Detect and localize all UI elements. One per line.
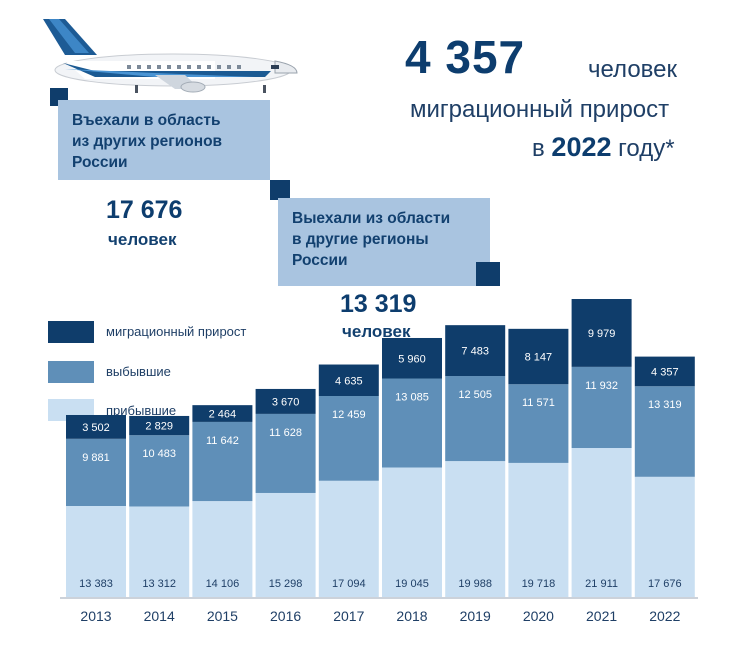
- bar-segment-2020-departed: [508, 384, 569, 463]
- legend-label-arrived: прибывшие: [106, 403, 177, 418]
- bar-segment-2021-arrived: [571, 448, 632, 597]
- bar-segment-2022-arrived: [634, 476, 695, 597]
- arrived-unit: человек: [108, 230, 177, 249]
- bar-label-2018-departed: 13 085: [395, 392, 429, 404]
- bar-label-2014-net: 2 829: [145, 421, 173, 433]
- x-tick-label-2017: 2017: [333, 608, 364, 624]
- legend-swatch-departed: [48, 361, 94, 383]
- bar-segment-2019-net: [445, 325, 506, 377]
- bar-label-2019-departed: 12 505: [458, 389, 492, 401]
- bar-segment-2014-arrived: [129, 506, 190, 597]
- headline-year-line: в 2022 году*: [532, 132, 675, 163]
- bar-label-2021-net: 9 979: [588, 328, 616, 340]
- bar-label-2020-arrived: 19 718: [522, 578, 556, 590]
- departed-value: 13 319: [340, 290, 417, 318]
- departed-box-marker-top: [270, 180, 290, 200]
- bar-segment-2019-arrived: [445, 461, 506, 597]
- bar-segment-2013-arrived: [66, 505, 126, 597]
- departed-box-marker-bottom: [476, 262, 500, 286]
- x-tick-label-2018: 2018: [396, 608, 427, 624]
- net-migration-value: 4 357: [405, 31, 526, 83]
- bar-label-2014-departed: 10 483: [142, 448, 176, 460]
- bar-segment-2014-net: [129, 415, 190, 436]
- bar-segment-2022-net: [634, 356, 695, 387]
- departed-box: Выехали из области в другие регионы Росс…: [278, 198, 490, 286]
- bar-segment-2020-arrived: [508, 462, 569, 597]
- x-tick-label-2014: 2014: [144, 608, 175, 624]
- bar-segment-2019-departed: [445, 376, 506, 462]
- departed-box-line1: Выехали из области: [292, 210, 451, 227]
- bar-segment-2022-departed: [634, 386, 695, 477]
- bar-segment-2017-net: [318, 364, 379, 397]
- net-migration-unit: человек: [588, 56, 678, 83]
- bar-label-2021-arrived: 21 911: [585, 578, 618, 590]
- bar-segment-2018-departed: [382, 378, 442, 468]
- bar-label-2018-net: 5 960: [398, 353, 426, 365]
- x-tick-label-2021: 2021: [586, 608, 617, 624]
- bar-segment-2013-net: [66, 414, 126, 439]
- bar-segment-2016-arrived: [255, 492, 316, 597]
- bar-label-2019-net: 7 483: [461, 346, 489, 358]
- bar-segment-2021-departed: [571, 366, 632, 449]
- headline-year: 2022: [551, 132, 612, 162]
- bar-label-2018-arrived: 19 045: [395, 578, 429, 590]
- bar-label-2017-departed: 12 459: [332, 409, 366, 421]
- headline-caption: миграционный прирост: [410, 96, 670, 123]
- arrived-box-line2: из других регионов: [72, 133, 223, 150]
- headline-year-prefix: в: [532, 135, 545, 162]
- bar-label-2020-departed: 11 571: [522, 397, 555, 409]
- x-tick-label-2015: 2015: [207, 608, 238, 624]
- bar-label-2015-net: 2 464: [209, 409, 237, 421]
- bar-segment-2013-departed: [66, 438, 126, 506]
- bar-segment-2021-net: [571, 299, 632, 367]
- arrived-box-line1: Въехали в область: [72, 112, 221, 129]
- bar-label-2022-departed: 13 319: [648, 399, 682, 411]
- x-tick-label-2020: 2020: [523, 608, 554, 624]
- bar-segment-2015-net: [192, 405, 253, 422]
- bar-segment-2018-net: [382, 337, 442, 379]
- legend-label-net: миграционный прирост: [106, 324, 247, 339]
- departed-box-line3: России: [292, 252, 348, 269]
- bar-label-2017-net: 4 635: [335, 375, 363, 387]
- bar-label-2016-net: 3 670: [272, 396, 300, 408]
- arrived-box: Въехали в область из других регионов Рос…: [58, 100, 270, 180]
- bar-label-2021-departed: 11 932: [585, 380, 618, 392]
- bar-label-2015-arrived: 14 106: [206, 578, 240, 590]
- bar-label-2022-net: 4 357: [651, 366, 679, 378]
- bar-segment-2017-arrived: [318, 480, 379, 597]
- bar-label-2015-departed: 11 642: [206, 435, 239, 447]
- bar-segment-2016-net: [255, 388, 316, 414]
- bar-segment-2020-net: [508, 328, 569, 385]
- x-tick-label-2013: 2013: [80, 608, 111, 624]
- bar-label-2013-arrived: 13 383: [79, 578, 113, 590]
- bar-label-2016-arrived: 15 298: [269, 578, 303, 590]
- bar-label-2013-net: 3 502: [82, 422, 110, 434]
- legend-label-departed: выбывшие: [106, 364, 171, 379]
- headline-year-suffix: году*: [618, 135, 675, 162]
- bar-segment-2016-departed: [255, 413, 316, 493]
- arrived-box-line3: России: [72, 154, 128, 171]
- bar-label-2020-net: 8 147: [525, 352, 553, 364]
- bar-label-2019-arrived: 19 988: [458, 578, 492, 590]
- bar-label-2016-departed: 11 628: [269, 427, 302, 439]
- x-tick-label-2016: 2016: [270, 608, 301, 624]
- bar-segment-2015-departed: [192, 421, 253, 502]
- legend-swatch-net: [48, 321, 94, 343]
- bar-segment-2018-arrived: [382, 467, 442, 597]
- bar-segment-2014-departed: [129, 435, 190, 507]
- x-tick-label-2022: 2022: [649, 608, 680, 624]
- arrived-value: 17 676: [106, 196, 183, 224]
- airplane-illustration: [43, 19, 298, 93]
- departed-box-line2: в другие регионы: [292, 231, 429, 248]
- bar-label-2017-arrived: 17 094: [332, 578, 366, 590]
- bar-segment-2017-departed: [318, 396, 379, 481]
- departed-unit: человек: [342, 322, 411, 341]
- bar-label-2013-departed: 9 881: [82, 452, 110, 464]
- bar-label-2022-arrived: 17 676: [648, 578, 682, 590]
- bar-label-2014-arrived: 13 312: [142, 578, 176, 590]
- x-tick-label-2019: 2019: [460, 608, 491, 624]
- bar-segment-2015-arrived: [192, 501, 253, 597]
